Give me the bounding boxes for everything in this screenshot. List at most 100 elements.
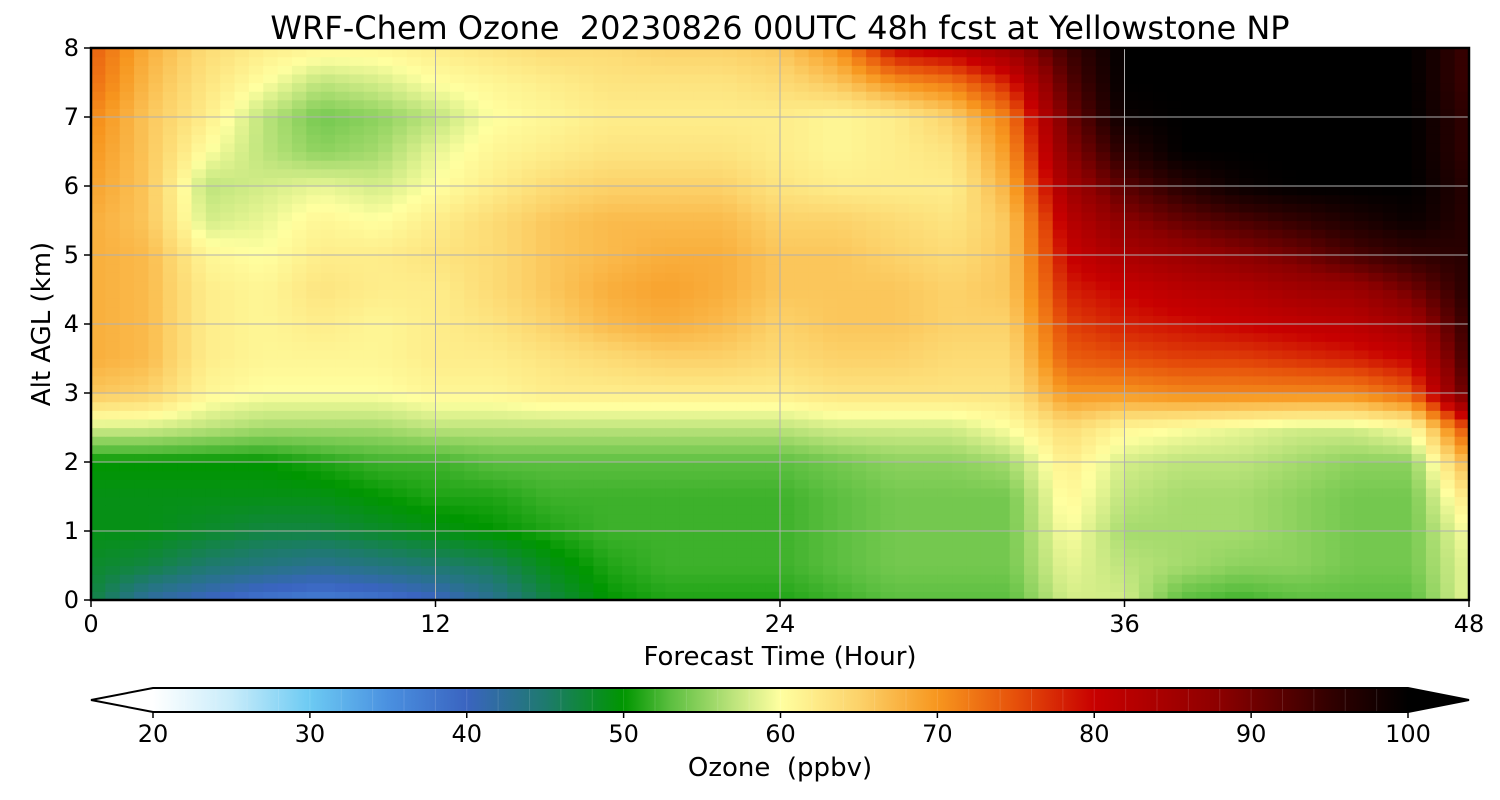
heatmap-cell xyxy=(1454,289,1470,299)
heatmap-cell xyxy=(622,565,638,575)
heatmap-cell xyxy=(91,539,106,549)
heatmap-cell xyxy=(191,349,207,360)
heatmap-cell xyxy=(119,280,135,291)
heatmap-cell xyxy=(1368,479,1384,489)
heatmap-cell xyxy=(1210,332,1226,342)
heatmap-cell xyxy=(91,427,106,437)
heatmap-cell xyxy=(794,177,810,187)
heatmap-cell xyxy=(1368,237,1384,247)
heatmap-cell xyxy=(134,565,150,575)
heatmap-cell xyxy=(722,151,738,161)
heatmap-cell xyxy=(1210,496,1226,506)
heatmap-cell xyxy=(650,453,666,463)
heatmap-cell xyxy=(134,418,150,429)
heatmap-cell xyxy=(119,263,135,273)
heatmap-cell xyxy=(1196,444,1212,454)
heatmap-cell xyxy=(952,211,968,222)
heatmap-cell xyxy=(837,289,853,299)
heatmap-cell xyxy=(1196,574,1212,584)
heatmap-cell xyxy=(1052,522,1068,532)
heatmap-cell xyxy=(1440,548,1456,558)
heatmap-cell xyxy=(894,315,910,325)
heatmap-cell xyxy=(593,470,609,480)
heatmap-cell xyxy=(1454,393,1470,403)
heatmap-cell xyxy=(550,574,566,584)
heatmap-cell xyxy=(335,505,350,515)
heatmap-cell xyxy=(550,479,566,489)
heatmap-cell xyxy=(966,324,982,334)
heatmap-cell xyxy=(937,444,953,454)
heatmap-cell xyxy=(693,582,709,592)
heatmap-cell xyxy=(191,574,207,584)
heatmap-cell xyxy=(1339,151,1355,161)
heatmap-cell xyxy=(923,591,939,601)
heatmap-cell xyxy=(277,186,293,196)
heatmap-cell xyxy=(679,401,695,411)
heatmap-cell xyxy=(1095,487,1111,498)
heatmap-cell xyxy=(320,384,336,394)
heatmap-cell xyxy=(593,298,609,308)
heatmap-cell xyxy=(205,341,221,351)
heatmap-cell xyxy=(464,582,480,592)
heatmap-cell xyxy=(1210,513,1226,523)
heatmap-cell xyxy=(521,548,537,558)
heatmap-cell xyxy=(363,151,379,161)
heatmap-cell xyxy=(650,418,666,429)
heatmap-cell xyxy=(1110,341,1126,351)
heatmap-cell xyxy=(421,341,437,351)
heatmap-cell xyxy=(1067,556,1083,567)
heatmap-cell xyxy=(722,272,738,282)
heatmap-cell xyxy=(751,160,767,170)
heatmap-cell xyxy=(406,237,422,247)
heatmap-cell xyxy=(1311,522,1327,532)
heatmap-cell xyxy=(808,315,824,325)
heatmap-cell xyxy=(492,470,508,480)
heatmap-cell xyxy=(392,410,408,420)
heatmap-cell xyxy=(1296,444,1312,454)
heatmap-cell xyxy=(736,263,752,273)
heatmap-cell xyxy=(378,556,394,567)
heatmap-cell xyxy=(521,306,537,316)
heatmap-cell xyxy=(406,548,422,558)
heatmap-cell xyxy=(435,194,451,204)
heatmap-cell xyxy=(234,306,250,316)
heatmap-cell xyxy=(995,522,1011,532)
heatmap-cell xyxy=(622,462,638,472)
heatmap-cell xyxy=(1339,246,1355,256)
heatmap-cell xyxy=(91,272,106,282)
heatmap-cell xyxy=(1296,289,1312,299)
heatmap-cell xyxy=(191,539,207,549)
heatmap-cell xyxy=(177,246,193,256)
heatmap-cell xyxy=(650,289,666,299)
heatmap-cell xyxy=(1239,513,1255,523)
heatmap-cell xyxy=(909,306,925,316)
heatmap-cell xyxy=(966,280,982,291)
heatmap-cell xyxy=(894,220,910,230)
heatmap-cell xyxy=(306,522,322,532)
heatmap-cell xyxy=(1425,229,1441,239)
heatmap-cell xyxy=(105,315,121,325)
heatmap-cell xyxy=(1311,470,1327,480)
heatmap-cell xyxy=(1411,522,1427,532)
heatmap-cell xyxy=(1038,367,1054,377)
heatmap-cell xyxy=(1081,367,1097,377)
heatmap-cell xyxy=(1282,358,1298,368)
heatmap-cell xyxy=(1425,246,1441,256)
heatmap-cell xyxy=(751,324,767,334)
heatmap-cell xyxy=(564,177,580,187)
heatmap-cell xyxy=(765,427,781,437)
heatmap-cell xyxy=(823,444,839,454)
heatmap-cell xyxy=(1425,591,1441,601)
heatmap-cell xyxy=(966,237,982,247)
heatmap-cell xyxy=(880,211,896,222)
heatmap-cell xyxy=(464,194,480,204)
heatmap-cell xyxy=(650,591,666,601)
heatmap-cell xyxy=(1153,272,1169,282)
heatmap-cell xyxy=(708,375,724,385)
heatmap-cell xyxy=(1024,151,1039,161)
heatmap-cell xyxy=(722,410,738,420)
heatmap-cell xyxy=(693,436,709,446)
heatmap-cell xyxy=(1095,332,1111,342)
heatmap-cell xyxy=(1224,574,1240,584)
heatmap-cell xyxy=(550,375,566,385)
